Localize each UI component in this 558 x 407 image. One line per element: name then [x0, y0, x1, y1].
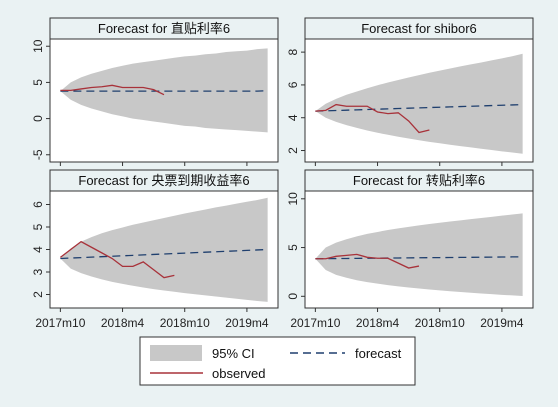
x-tick-label: 2017m10 [290, 316, 340, 330]
legend-ci-label: 95% CI [212, 346, 255, 361]
legend-ci-swatch [150, 345, 202, 361]
panel-title: Forecast for 转贴利率6 [353, 173, 485, 188]
legend-observed-label: observed [212, 366, 265, 381]
ci-band [315, 53, 523, 154]
y-tick-label: 5 [286, 244, 300, 251]
panels: Forecast for 直贴利率6 -5 0 5 10 Forecast for shi… [31, 17, 534, 330]
y-tick-label: 2 [286, 147, 300, 154]
y-tick-label: 0 [286, 293, 300, 300]
panel-title: Forecast for shibor6 [361, 21, 477, 36]
observed-line [60, 84, 165, 96]
x-tick-label: 2018m10 [160, 316, 210, 330]
x-tick-label: 2018m4 [101, 316, 145, 330]
ci-band [315, 213, 523, 297]
observed-line [59, 240, 175, 279]
panel-1: Forecast for 直贴利率6 -5 0 5 10 [31, 17, 279, 166]
y-tick-label: 5 [31, 223, 45, 230]
x-tick-label: 2019m4 [480, 316, 524, 330]
panel-title: Forecast for 直贴利率6 [98, 21, 230, 36]
panel-title-bar [304, 17, 534, 40]
observed-line [315, 253, 420, 269]
x-tick-label: 2019m4 [225, 316, 269, 330]
forecast-line [315, 103, 523, 112]
panel-title-bar [49, 169, 279, 192]
y-tick-label: 0 [31, 115, 45, 122]
panel-title-bar [49, 17, 279, 40]
y-tick-label: 8 [286, 48, 300, 55]
panel-title-bar [304, 169, 534, 192]
y-tick-label: 6 [31, 201, 45, 208]
forecast-line [315, 256, 523, 260]
ci-band [60, 197, 268, 302]
y-tick-label: -5 [31, 149, 45, 160]
ci-band [60, 48, 268, 133]
panel-title: Forecast for 央票到期收益率6 [78, 173, 249, 188]
x-tick-label: 2018m10 [415, 316, 465, 330]
x-tick-label: 2018m4 [356, 316, 400, 330]
forecast-line [60, 248, 268, 260]
y-tick-label: 5 [31, 79, 45, 86]
y-tick-label: 4 [286, 114, 300, 121]
y-tick-label: 3 [31, 268, 45, 275]
y-tick-label: 10 [286, 192, 300, 206]
y-tick-label: 10 [31, 39, 45, 53]
panel-3: Forecast for 央票到期收益率6 2 3 4 5 6 2017m10 2018m4 2… [31, 169, 279, 330]
legend: 95% CI forecast observed [139, 336, 416, 386]
x-tick-label: 2017m10 [35, 316, 85, 330]
panel-4: Forecast for 转贴利率6 0 5 10 2017m10 2018m4 2018m… [286, 169, 534, 330]
y-tick-label: 6 [286, 81, 300, 88]
y-tick-label: 2 [31, 291, 45, 298]
panel-2: Forecast for shibor6 2 4 6 8 [286, 17, 534, 166]
legend-forecast-label: forecast [355, 346, 402, 361]
y-tick-label: 4 [31, 246, 45, 253]
observed-line [315, 103, 430, 134]
